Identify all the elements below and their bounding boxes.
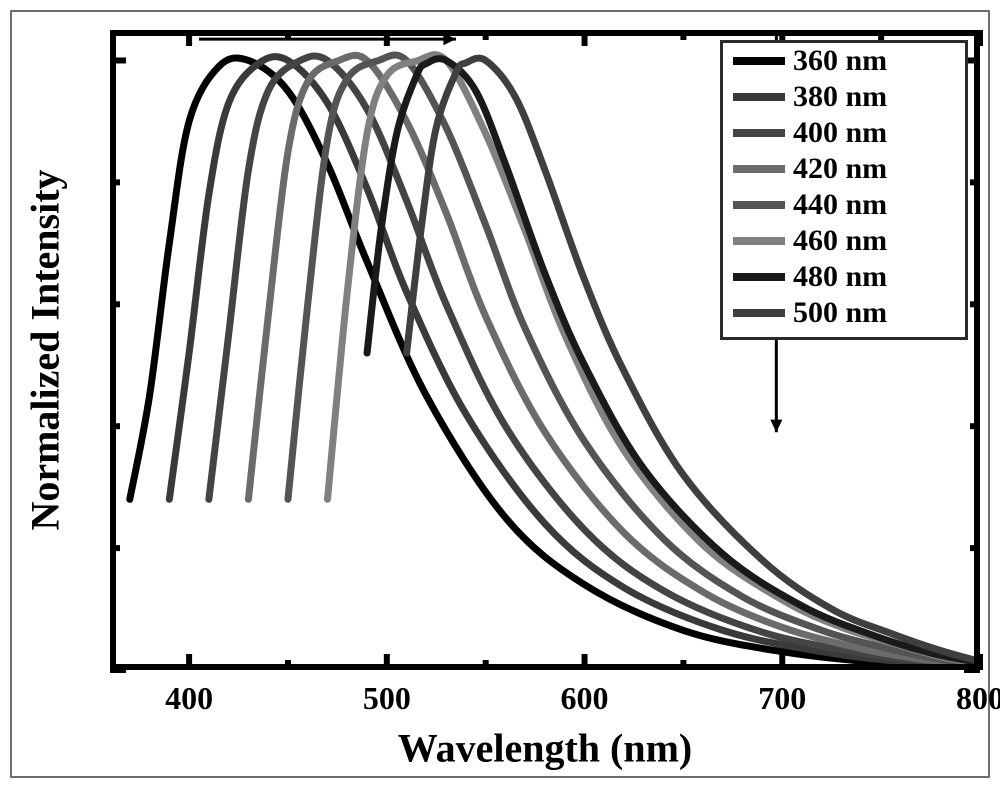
legend-swatch bbox=[733, 57, 785, 65]
legend-item: 480 nm bbox=[733, 259, 965, 295]
legend-swatch bbox=[733, 273, 785, 281]
legend-label: 440 nm bbox=[785, 188, 887, 222]
legend-swatch bbox=[733, 237, 785, 245]
legend-label: 500 nm bbox=[785, 296, 887, 330]
legend-swatch bbox=[733, 129, 785, 137]
legend-label: 380 nm bbox=[785, 80, 887, 114]
legend-label: 400 nm bbox=[785, 116, 887, 150]
legend-item: 460 nm bbox=[733, 223, 965, 259]
legend-label: 360 nm bbox=[785, 44, 887, 78]
legend-swatch bbox=[733, 165, 785, 173]
y-axis-label: Normalized Intensity bbox=[22, 169, 69, 530]
x-axis-label: Wavelength (nm) bbox=[398, 725, 692, 772]
legend-label: 460 nm bbox=[785, 224, 887, 258]
legend: 360 nm380 nm400 nm420 nm440 nm460 nm480 … bbox=[720, 40, 968, 340]
legend-item: 360 nm bbox=[733, 43, 965, 79]
legend-swatch bbox=[733, 309, 785, 317]
x-tick-label: 700 bbox=[758, 680, 806, 717]
legend-item: 500 nm bbox=[733, 295, 965, 331]
legend-item: 380 nm bbox=[733, 79, 965, 115]
x-tick-label: 600 bbox=[561, 680, 609, 717]
legend-swatch bbox=[733, 93, 785, 101]
x-tick-label: 800 bbox=[956, 680, 1000, 717]
x-tick-label: 400 bbox=[165, 680, 213, 717]
legend-item: 440 nm bbox=[733, 187, 965, 223]
legend-label: 480 nm bbox=[785, 260, 887, 294]
legend-swatch bbox=[733, 201, 785, 209]
x-tick-label: 500 bbox=[363, 680, 411, 717]
legend-label: 420 nm bbox=[785, 152, 887, 186]
shift-arrow-horizontal bbox=[199, 33, 456, 45]
legend-item: 420 nm bbox=[733, 151, 965, 187]
legend-item: 400 nm bbox=[733, 115, 965, 151]
